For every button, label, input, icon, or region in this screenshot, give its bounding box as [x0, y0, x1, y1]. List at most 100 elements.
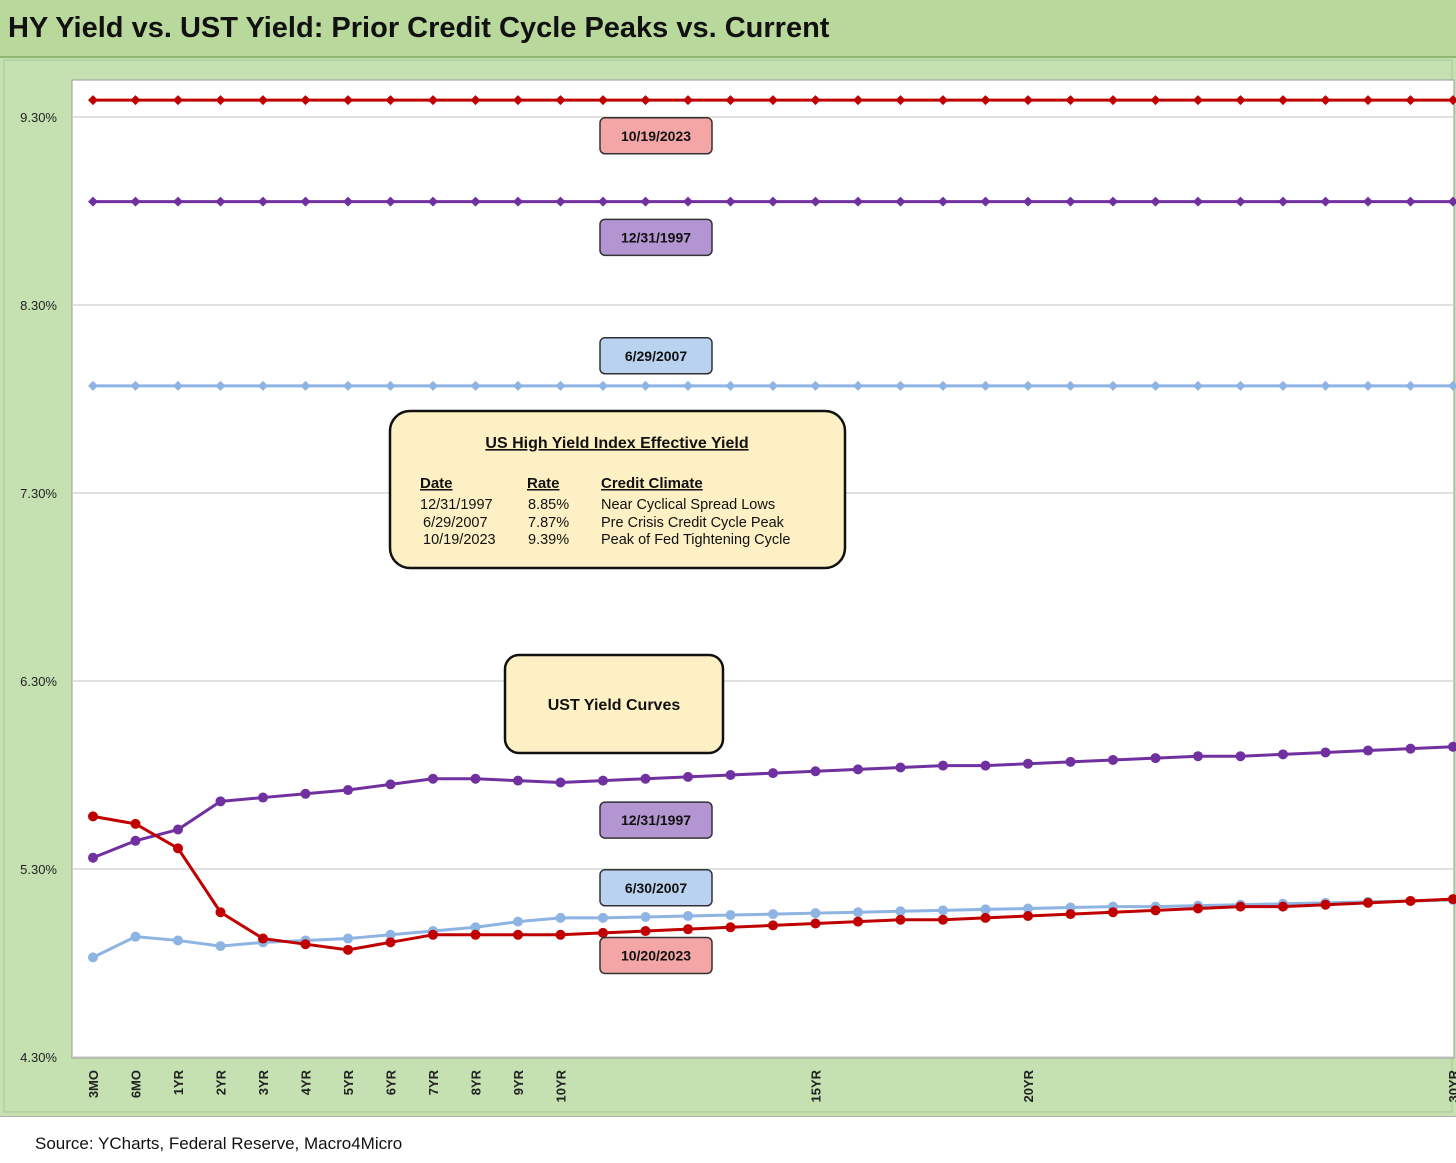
series-lines	[88, 95, 1456, 963]
data-point	[1448, 894, 1456, 905]
y-tick-label: 8.30%	[20, 298, 57, 313]
data-point	[768, 920, 778, 931]
data-point	[938, 905, 948, 916]
data-point	[895, 762, 906, 773]
x-tick-label: 30YR	[1446, 1069, 1456, 1102]
y-tick-label: 4.30%	[20, 1050, 57, 1065]
data-point	[683, 924, 693, 935]
data-point	[768, 95, 778, 106]
data-point	[768, 909, 778, 920]
data-point	[215, 796, 226, 807]
data-point	[810, 908, 821, 919]
data-point	[640, 95, 651, 106]
data-point	[810, 766, 821, 777]
data-point	[130, 380, 141, 391]
data-point	[598, 927, 608, 938]
data-point	[683, 911, 693, 921]
hy-row-rate: 7.87%	[528, 515, 569, 531]
data-point	[470, 773, 481, 784]
data-point	[980, 760, 991, 771]
data-point	[88, 952, 98, 963]
data-point	[895, 914, 906, 925]
data-point	[980, 912, 991, 923]
data-point	[1193, 196, 1203, 207]
data-point	[1150, 196, 1161, 207]
hy-yield-info-box: US High Yield Index Effective Yield Date…	[388, 409, 847, 570]
data-point	[640, 773, 651, 784]
data-point	[1150, 905, 1161, 916]
data-point	[1278, 95, 1288, 106]
data-point	[1023, 380, 1033, 391]
hy-box-title: US High Yield Index Effective Yield	[485, 435, 748, 452]
data-point	[130, 196, 141, 207]
data-point	[1150, 753, 1161, 764]
data-point	[810, 196, 821, 207]
data-point	[725, 910, 736, 921]
data-point	[640, 196, 651, 207]
data-point	[683, 771, 693, 782]
data-point	[683, 380, 693, 391]
data-point	[1023, 95, 1033, 106]
data-point	[1320, 747, 1331, 758]
data-point	[895, 196, 906, 207]
data-point	[385, 380, 396, 391]
data-point	[555, 929, 566, 940]
date-annotations: 10/19/2023 12/31/1997 6/29/2007 12/31/1997 6…	[599, 117, 713, 975]
hy-row-rate: 8.85%	[528, 497, 569, 513]
data-point	[938, 196, 948, 207]
data-point	[555, 380, 566, 391]
x-tick-label: 6YR	[384, 1069, 399, 1095]
data-point	[683, 95, 693, 106]
x-tick-label: 5YR	[341, 1069, 356, 1095]
hy-row-climate: Peak of Fed Tightening Cycle	[601, 532, 790, 548]
hy-row-rate: 9.39%	[528, 532, 569, 548]
data-point	[810, 95, 821, 106]
data-point	[173, 380, 183, 391]
data-point	[215, 380, 226, 391]
data-point	[428, 196, 438, 207]
data-point	[258, 380, 268, 391]
data-point	[428, 95, 438, 106]
data-point	[938, 760, 948, 771]
data-point	[598, 912, 608, 923]
data-point	[258, 933, 268, 944]
data-point	[555, 95, 566, 106]
data-point	[130, 835, 141, 846]
data-point	[513, 380, 523, 391]
data-point	[768, 196, 778, 207]
date-label: 12/31/1997	[621, 812, 691, 828]
data-point	[1023, 903, 1033, 914]
data-point	[343, 785, 353, 796]
data-point	[938, 914, 948, 925]
data-point	[1448, 196, 1456, 207]
data-point	[385, 929, 396, 940]
data-point	[1363, 745, 1373, 756]
data-point	[640, 380, 651, 391]
data-point	[173, 196, 183, 207]
data-point	[173, 824, 183, 835]
data-point	[1023, 196, 1033, 207]
data-point	[343, 95, 353, 106]
data-point	[768, 768, 778, 779]
date-label-box	[599, 218, 713, 257]
data-point	[1235, 901, 1246, 912]
data-point	[810, 380, 821, 391]
data-point	[88, 852, 98, 863]
data-point	[1320, 196, 1331, 207]
data-point	[300, 380, 311, 391]
data-point	[598, 196, 608, 207]
hy-row-climate: Pre Crisis Credit Cycle Peak	[601, 515, 785, 531]
data-point	[300, 939, 311, 950]
data-point	[1235, 751, 1246, 762]
footer: Source: YCharts, Federal Reserve, Macro4…	[0, 1116, 1456, 1163]
data-point	[1363, 95, 1373, 106]
data-point	[173, 935, 183, 946]
data-point	[1320, 95, 1331, 106]
data-point	[513, 916, 523, 927]
data-point	[1448, 741, 1456, 752]
hy-box-header-climate: Credit Climate	[601, 475, 703, 492]
data-point	[215, 196, 226, 207]
data-point	[853, 764, 863, 775]
data-point	[173, 95, 183, 106]
data-point	[1108, 907, 1118, 918]
